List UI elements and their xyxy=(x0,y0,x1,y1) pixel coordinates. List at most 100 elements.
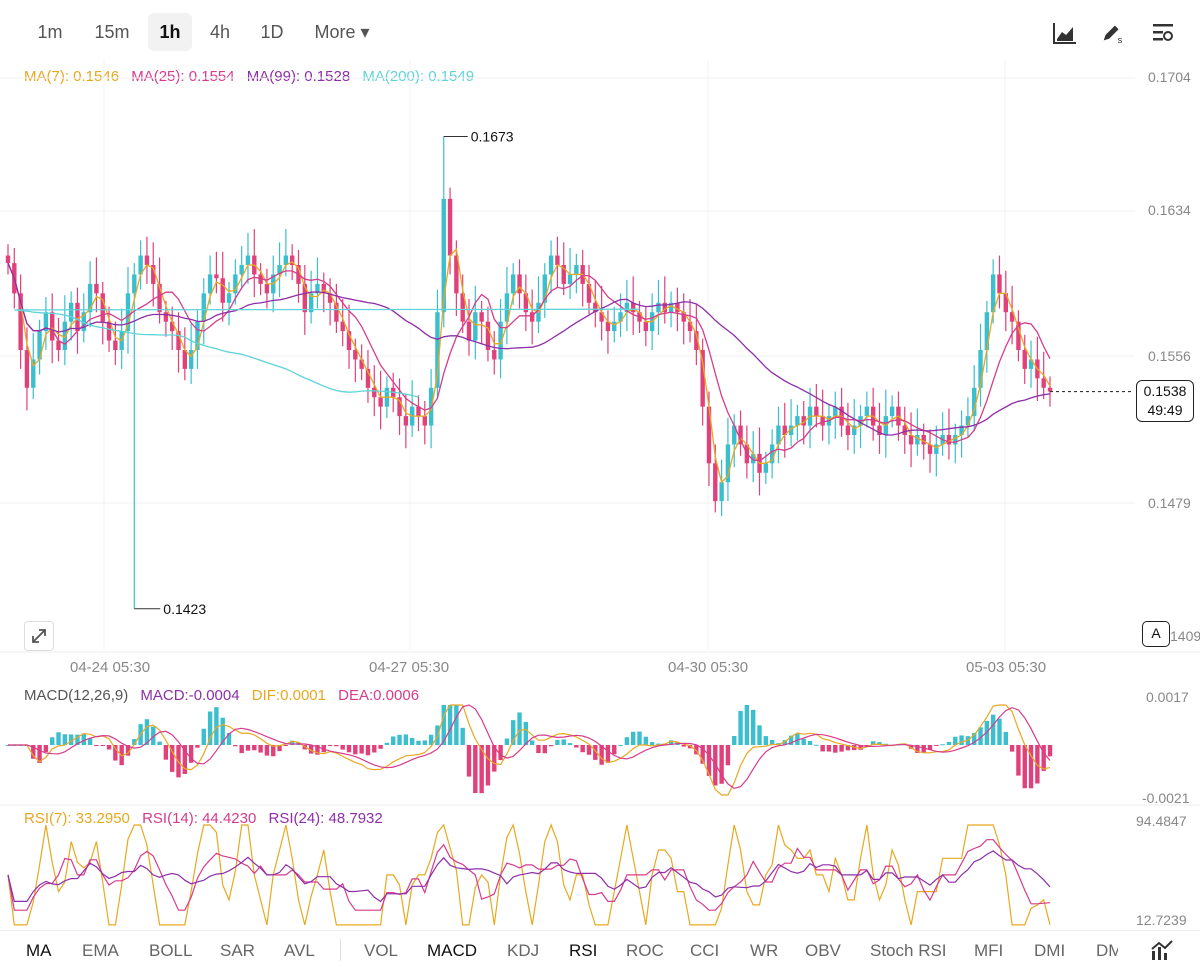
candle-body xyxy=(833,406,838,417)
rsi7-line xyxy=(7,823,1051,926)
timeframe-1h[interactable]: 1h xyxy=(148,13,192,51)
macd-histogram-bar xyxy=(62,734,68,745)
candle-body xyxy=(618,312,623,322)
candle-body xyxy=(233,274,238,294)
draw-pen-icon[interactable]: s xyxy=(1100,20,1126,46)
macd-histogram-bar xyxy=(1003,731,1008,745)
ma99-legend: MA(99): 0.1528 xyxy=(246,68,351,85)
rsi-legend: RSI(7): 33.2950 RSI(14): 44.4230 RSI(24)… xyxy=(24,810,391,827)
indicator-ma[interactable]: MA xyxy=(26,941,52,960)
candle-body xyxy=(466,321,472,341)
indicator-roc[interactable]: ROC xyxy=(626,941,664,960)
indicator-kdj[interactable]: KDJ xyxy=(507,941,540,960)
candle-body xyxy=(946,435,952,445)
indicator-sar[interactable]: SAR xyxy=(220,941,255,960)
candle-body xyxy=(24,350,30,388)
candle-body xyxy=(990,274,996,313)
indicator-stoch-rsi[interactable]: Stoch RSI xyxy=(870,941,947,960)
macd-histogram-bar xyxy=(1009,745,1015,752)
macd-histogram-bar xyxy=(561,739,566,745)
indicator-ema[interactable]: EMA xyxy=(82,941,119,960)
candle-body xyxy=(915,435,920,445)
indicator-settings-icon[interactable] xyxy=(1150,20,1176,46)
candle-body xyxy=(605,321,611,332)
indicator-wr[interactable]: WR xyxy=(750,941,779,960)
candle-body xyxy=(302,283,308,313)
indicator-vol[interactable]: VOL xyxy=(364,941,399,960)
candle-body xyxy=(953,435,958,445)
candle-body xyxy=(517,274,522,294)
chart-style-icon[interactable] xyxy=(1052,20,1078,46)
candle-body xyxy=(308,293,314,313)
time-axis-tick: 04-24 05:30 xyxy=(70,659,151,676)
candle-body xyxy=(687,321,693,332)
macd-histogram-bar xyxy=(656,743,661,745)
macd-histogram-bar xyxy=(271,745,276,757)
macd-histogram-bar xyxy=(195,745,200,748)
ma200-legend: MA(200): 0.1549 xyxy=(362,68,475,85)
indicator-rsi[interactable]: RSI xyxy=(569,941,598,960)
macd-histogram-bar xyxy=(511,720,516,745)
candle-body xyxy=(132,274,137,294)
macd-params-label: MACD(12,26,9) xyxy=(24,687,129,704)
ma7-line xyxy=(7,247,1051,484)
candle-body xyxy=(852,425,857,435)
candle-body xyxy=(100,293,105,322)
macd-histogram-bar xyxy=(593,745,598,760)
macd-histogram-bar xyxy=(125,745,131,756)
candle-body xyxy=(984,312,990,350)
indicator-obv[interactable]: OBV xyxy=(805,941,841,960)
indicator-dm[interactable]: DM xyxy=(1096,941,1118,960)
macd-histogram-bar xyxy=(37,745,42,763)
candle-body xyxy=(769,444,775,464)
indicator-boll[interactable]: BOLL xyxy=(149,941,193,960)
timeframe-4h[interactable]: 4h xyxy=(209,22,231,42)
indicator-macd[interactable]: MACD xyxy=(427,941,478,960)
macd-histogram-bar xyxy=(460,727,465,745)
rsi14-label: RSI(14): 44.4230 xyxy=(142,810,257,827)
macd-histogram-bar xyxy=(612,745,617,755)
indicator-cci[interactable]: CCI xyxy=(690,941,720,960)
macd-histogram-bar xyxy=(252,745,257,751)
candlestick-chart[interactable]: 0.1673 0.1423 xyxy=(0,0,1200,930)
timeframe-1m[interactable]: 1m xyxy=(37,22,63,42)
macd-histogram-bar xyxy=(883,743,889,745)
candle-body xyxy=(1003,293,1008,313)
macd-histogram-bar xyxy=(207,711,213,745)
time-axis-tick: 04-30 05:30 xyxy=(668,659,749,676)
macd-histogram-bar xyxy=(801,738,806,745)
indicator-chart-icon[interactable] xyxy=(1150,939,1174,961)
timeframe-toolbar: 1m 15m 1h 4h 1D More ▾ s xyxy=(0,0,1200,64)
auto-scale-button[interactable]: A xyxy=(1142,621,1170,647)
current-price: 0.1538 xyxy=(1143,383,1187,399)
macd-histogram-bar xyxy=(732,735,737,745)
timeframe-1d[interactable]: 1D xyxy=(260,22,284,42)
indicator-mfi[interactable]: MFI xyxy=(974,941,1004,960)
macd-histogram-bar xyxy=(921,745,926,753)
macd-histogram-bar xyxy=(757,725,762,745)
candle-body xyxy=(144,255,150,265)
macd-histogram-bar xyxy=(649,742,655,745)
timeframe-more[interactable]: More ▾ xyxy=(314,22,370,42)
timeframe-15m[interactable]: 15m xyxy=(94,22,130,42)
indicator-dmi[interactable]: DMI xyxy=(1034,941,1066,960)
macd-histogram-bar xyxy=(87,738,93,745)
macd-histogram-bar xyxy=(378,745,383,749)
expand-icon[interactable] xyxy=(24,621,54,651)
macd-histogram-bar xyxy=(788,735,794,745)
macd-histogram-bar xyxy=(536,745,541,754)
macd-histogram-bar xyxy=(346,745,352,753)
candle-body xyxy=(845,425,851,435)
candle-body xyxy=(75,302,80,332)
indicator-avl[interactable]: AVL xyxy=(284,941,315,960)
candle-body xyxy=(479,312,484,322)
candle-body xyxy=(87,283,93,313)
macd-histogram-bar xyxy=(946,741,952,745)
candle-body xyxy=(106,321,112,341)
candle-body xyxy=(441,198,446,313)
macd-histogram-bar xyxy=(668,740,674,745)
dea-line xyxy=(8,704,1051,790)
candle-body xyxy=(403,416,409,426)
candle-body xyxy=(62,321,68,350)
macd-histogram-bar xyxy=(94,745,99,746)
